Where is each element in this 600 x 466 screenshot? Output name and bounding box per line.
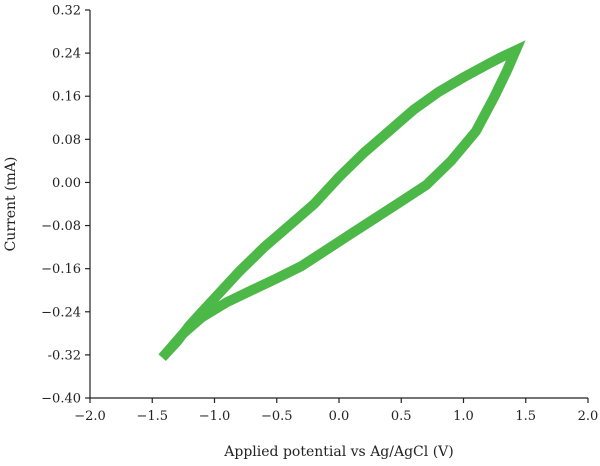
y-axis-title: Current (mA) xyxy=(3,157,19,252)
y-tick-label: 0.24 xyxy=(52,47,81,62)
x-tick-label: 0.0 xyxy=(329,409,350,424)
y-tick-label: −0.40 xyxy=(41,392,81,407)
y-tick-label: 0.16 xyxy=(52,90,81,105)
y-tick-label: −0.24 xyxy=(41,305,81,320)
x-tick-label: −0.5 xyxy=(261,409,293,424)
voltammogram-series-line xyxy=(158,40,526,361)
x-tick-label: −2.0 xyxy=(74,409,106,424)
x-tick-label: 1.0 xyxy=(453,409,474,424)
x-tick-label: 0.5 xyxy=(391,409,412,424)
x-tick-label: 1.5 xyxy=(515,409,536,424)
y-tick-label: −0.08 xyxy=(41,219,81,234)
y-tick-label: 0.08 xyxy=(52,133,81,148)
x-tick-label: 2.0 xyxy=(578,409,599,424)
x-axis-title: Applied potential vs Ag/AgCl (V) xyxy=(223,444,453,460)
y-tick-label: −0.16 xyxy=(41,262,81,277)
x-tick-label: −1.5 xyxy=(136,409,168,424)
x-tick-label: −1.0 xyxy=(199,409,231,424)
y-tick-label: -0.32 xyxy=(48,348,81,363)
y-tick-label: 0.00 xyxy=(52,176,81,191)
y-tick-label: 0.32 xyxy=(52,4,81,19)
